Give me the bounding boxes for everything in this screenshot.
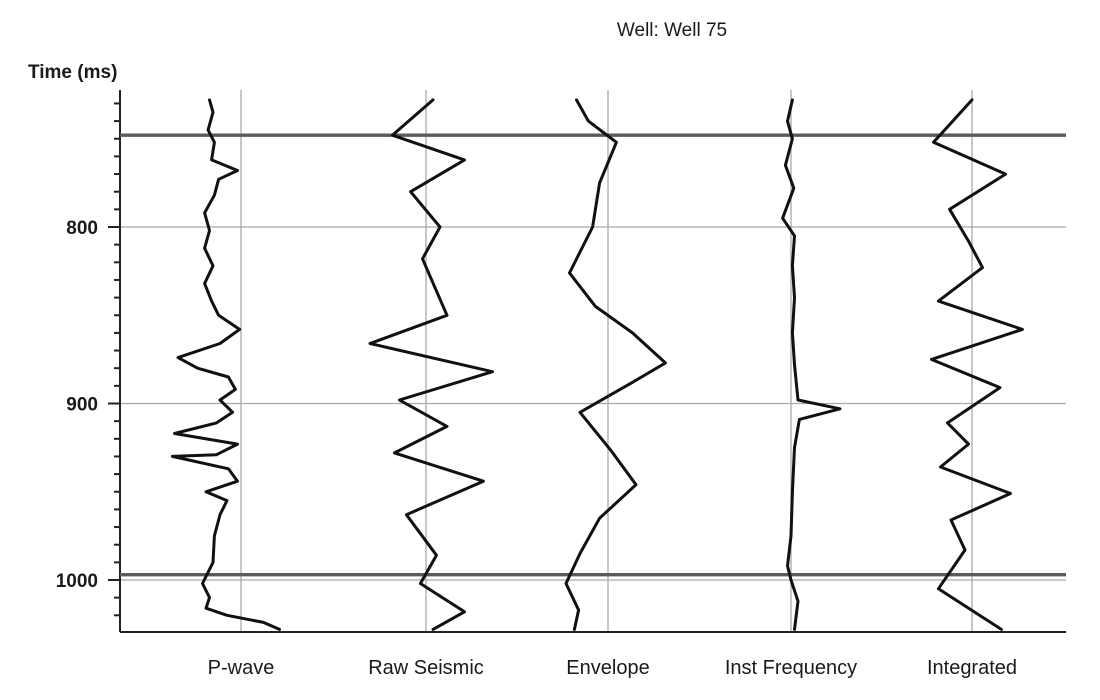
trace-p-wave bbox=[170, 98, 281, 631]
track-label-inst-frequency: Inst Frequency bbox=[725, 657, 857, 679]
trace-inst-frequency bbox=[781, 98, 842, 631]
track-label-integrated: Integrated bbox=[927, 657, 1017, 679]
track-labels: P-wave Raw Seismic Envelope Inst Frequency I… bbox=[208, 657, 1017, 679]
y-axis-label: Time (ms) bbox=[28, 62, 117, 83]
trace-raw-seismic bbox=[368, 98, 494, 631]
trace-layer bbox=[170, 98, 1024, 631]
time-axis: 800 900 1000 bbox=[56, 90, 1066, 633]
trace-envelope bbox=[564, 98, 667, 631]
track-label-raw-seismic: Raw Seismic bbox=[368, 657, 484, 679]
track-label-envelope: Envelope bbox=[566, 657, 649, 679]
chart-title: Well: Well 75 bbox=[617, 20, 727, 41]
horizon-lines bbox=[120, 133, 1066, 577]
tick-label-800: 800 bbox=[66, 218, 98, 239]
trace-integrated bbox=[929, 98, 1024, 631]
tick-label-1000: 1000 bbox=[56, 571, 98, 592]
track-label-p-wave: P-wave bbox=[208, 657, 275, 679]
tick-label-900: 900 bbox=[66, 395, 98, 416]
gridlines bbox=[120, 90, 1066, 632]
